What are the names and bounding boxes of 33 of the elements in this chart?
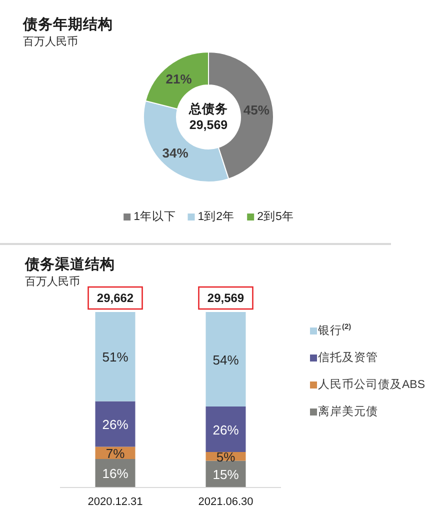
data-label: 51% <box>102 349 129 364</box>
data-label: 5% <box>216 448 236 464</box>
data-label: 34% <box>162 144 189 160</box>
text: 总债务 <box>188 101 228 116</box>
data-label: 7% <box>106 445 126 460</box>
x-tick-label: 2020.12.31 <box>88 496 143 508</box>
annotation: 29,569 <box>207 291 244 305</box>
bar <box>206 406 246 452</box>
chart-subtitle: 百万人民币 <box>25 275 80 288</box>
chart-title: 债务渠道结构 <box>24 256 115 273</box>
data-label: 54% <box>212 352 240 367</box>
bar <box>95 401 136 447</box>
legend-label: 信托及资管 <box>318 351 378 364</box>
bar <box>95 312 136 402</box>
bar <box>95 459 136 487</box>
legend-label: 银行$^{(2)}$ <box>317 322 352 337</box>
data-label: 15% <box>212 466 240 482</box>
bar <box>206 312 246 406</box>
data-label: 21% <box>166 71 192 86</box>
annotation: 29,662 <box>96 291 134 305</box>
chart-title: 债务年期结构 <box>22 16 113 33</box>
data-label: 26% <box>212 422 240 437</box>
text: 29,569 <box>189 118 228 132</box>
legend-label: 人民币公司债及ABS <box>318 377 426 391</box>
legend-label: 离岸美元债 <box>318 404 378 418</box>
data-label: 45% <box>243 102 270 117</box>
legend-label: 2到5年 <box>257 210 294 223</box>
chart-subtitle: 百万人民币 <box>23 35 78 48</box>
data-label: 16% <box>102 466 129 480</box>
data-label: 26% <box>102 416 129 432</box>
legend-label: 1年以下 <box>134 210 176 223</box>
x-tick-label: 2021.06.30 <box>198 496 254 508</box>
legend-label: 1到2年 <box>198 210 235 223</box>
